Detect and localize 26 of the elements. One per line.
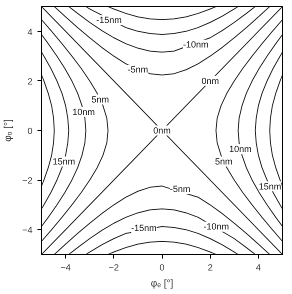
y-tick-label: −2 xyxy=(22,176,33,186)
annotation: 0nm xyxy=(201,76,219,86)
annotation: 15nm xyxy=(258,181,282,192)
y-tick-label: 2 xyxy=(27,76,33,86)
x-tick-label: −2 xyxy=(108,262,119,272)
annotation: 10nm xyxy=(72,106,95,117)
x-tick-label: −4 xyxy=(60,262,71,272)
y-axis-title: φₒ [°] xyxy=(3,118,14,142)
annotation: 5nm xyxy=(214,156,232,166)
annotation: -15nm xyxy=(96,15,122,26)
y-tick-label: −4 xyxy=(22,225,33,236)
y-tick-label: 4 xyxy=(27,26,33,37)
x-tick-label: 2 xyxy=(208,262,213,272)
annotation: -5nm xyxy=(128,64,148,75)
annotation: 5nm xyxy=(92,94,110,104)
x-axis-title: φₑ [°] xyxy=(150,278,174,290)
annotation: 10nm xyxy=(229,144,252,154)
y-tick-label: 0 xyxy=(27,126,33,136)
annotation: -10nm xyxy=(203,222,229,232)
annotation: -10nm xyxy=(182,40,208,50)
annotation: 15nm xyxy=(52,156,76,166)
annotation: 0nm xyxy=(153,126,171,136)
x-tick-label: 0 xyxy=(159,262,165,272)
x-tick-label: 4 xyxy=(256,262,261,272)
annotation: -15nm xyxy=(131,223,157,234)
annotation: -5nm xyxy=(170,184,190,194)
